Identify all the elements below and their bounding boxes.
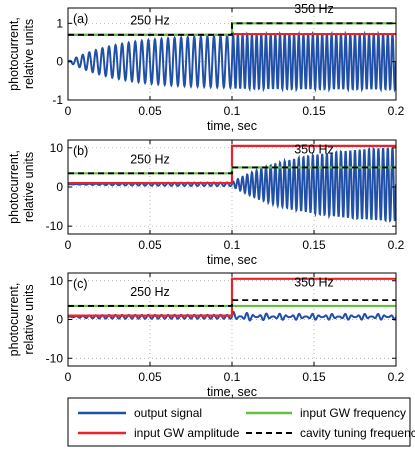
x-tick-label: 0.05 xyxy=(138,370,162,384)
x-tick-label: 0.1 xyxy=(224,104,241,118)
x-tick-label: 0.2 xyxy=(388,104,405,118)
x-tick-label: 0.1 xyxy=(224,370,241,384)
x-tick-label: 0.2 xyxy=(388,238,405,252)
x-tick-label: 0.15 xyxy=(302,238,326,252)
x-tick-label: 0 xyxy=(65,370,72,384)
frequency-annotation: 350 Hz xyxy=(294,143,334,157)
plot-area xyxy=(68,144,396,223)
y-tick-label: 10 xyxy=(50,274,64,288)
y-tick-label: -10 xyxy=(46,351,64,365)
series-input-gw-amplitude xyxy=(68,277,396,317)
y-tick-label: 0 xyxy=(56,313,63,327)
legend-label-input-gw-frequency: input GW frequency xyxy=(300,406,406,420)
x-tick-label: 0 xyxy=(65,104,72,118)
y-tick-label: -10 xyxy=(46,219,64,233)
frequency-annotation: 250 Hz xyxy=(130,152,170,166)
frequency-annotation: 250 Hz xyxy=(130,285,170,299)
series-cavity-tuning-frequency xyxy=(68,22,396,36)
y-axis-label-line-2: relative units xyxy=(22,152,36,222)
legend: output signal input GW frequency input G… xyxy=(67,397,415,447)
x-tick-label: 0.05 xyxy=(138,104,162,118)
frequency-annotation: 350 Hz xyxy=(294,2,334,16)
y-axis-label-line-1: photocurrent, xyxy=(7,283,21,357)
x-axis-label: time, sec xyxy=(207,253,257,267)
plot-area xyxy=(68,277,396,322)
panel-label: (b) xyxy=(73,144,88,158)
y-axis-label-line-1: photocurrent, xyxy=(7,150,21,224)
panel-label: (a) xyxy=(73,12,88,26)
x-axis-label: time, sec xyxy=(207,385,257,399)
legend-box xyxy=(67,397,411,447)
x-axis-label: time, sec xyxy=(207,119,257,133)
legend-label-input-gw-amplitude: input GW amplitude xyxy=(134,426,240,440)
x-tick-label: 0.15 xyxy=(302,104,326,118)
frequency-annotation: 250 Hz xyxy=(130,13,170,27)
y-axis-label-line-1: photocurrent, xyxy=(7,17,21,91)
plot-area xyxy=(68,22,396,93)
y-tick-label: 10 xyxy=(50,141,64,155)
y-tick-label: 1 xyxy=(56,16,63,30)
y-tick-label: 0 xyxy=(56,180,63,194)
x-tick-label: 0.2 xyxy=(388,370,405,384)
series-cavity-tuning-frequency xyxy=(68,166,396,175)
x-tick-label: 0.15 xyxy=(302,370,326,384)
x-tick-label: 0.05 xyxy=(138,238,162,252)
series-input-gw-amplitude xyxy=(68,144,396,185)
legend-label-cavity-tuning-frequency: cavity tuning frequency xyxy=(300,426,415,440)
y-axis-label-line-2: relative units xyxy=(22,284,36,354)
legend-label-output-signal: output signal xyxy=(134,406,202,420)
frequency-annotation: 350 Hz xyxy=(294,275,334,289)
x-tick-label: 0.1 xyxy=(224,238,241,252)
y-tick-label: 0 xyxy=(56,55,63,69)
y-tick-label: -1 xyxy=(52,93,63,107)
panel-label: (c) xyxy=(73,277,88,291)
series-output-signal xyxy=(68,30,396,93)
series-cavity-tuning-frequency xyxy=(68,299,396,307)
x-tick-label: 0 xyxy=(65,238,72,252)
y-axis-label-line-2: relative units xyxy=(22,19,36,89)
